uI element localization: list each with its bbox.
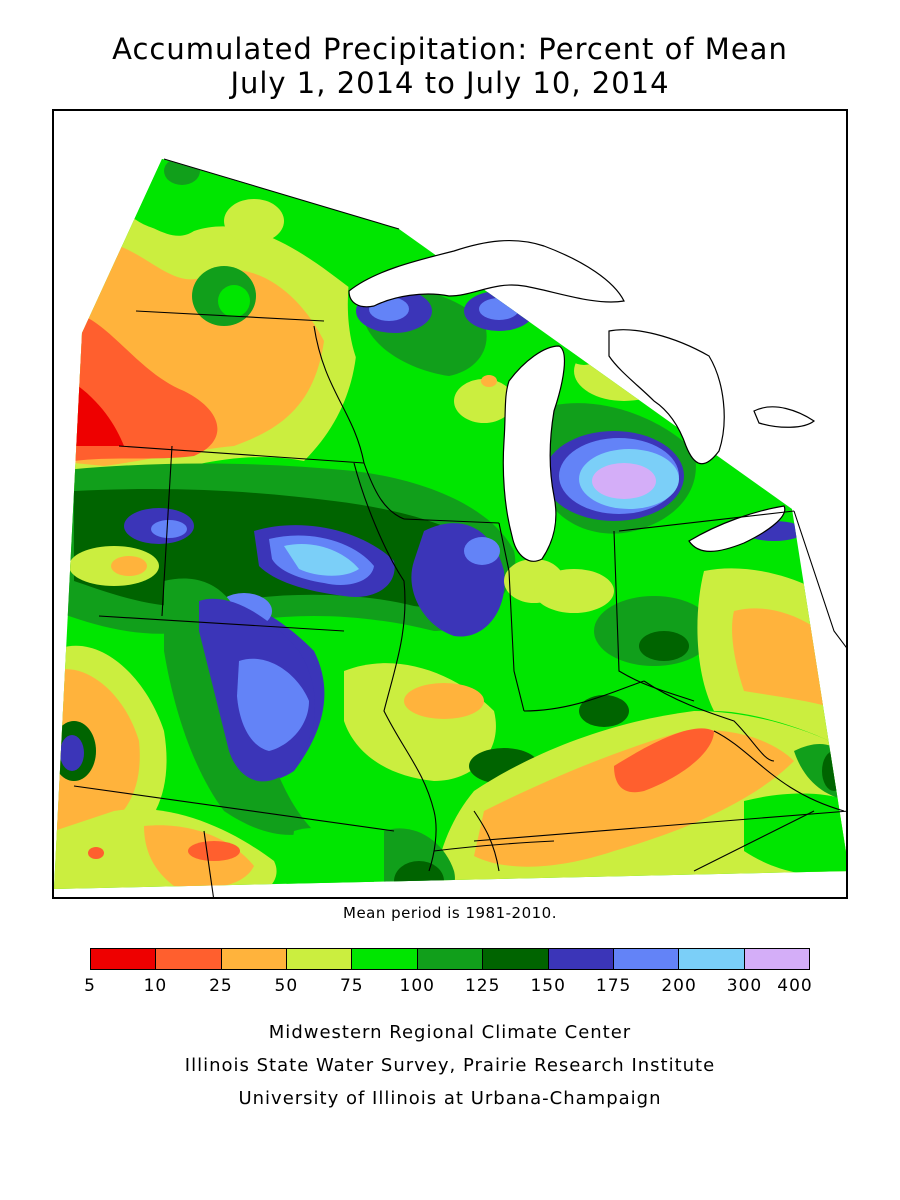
legend-swatch-5-10 xyxy=(91,949,157,969)
lake-huron xyxy=(608,329,725,465)
precipitation-field xyxy=(54,159,846,889)
map-graphic xyxy=(54,158,846,897)
credit-isws: Illinois State Water Survey, Prairie Res… xyxy=(184,1055,716,1076)
legend-tick: 125 xyxy=(464,976,501,996)
legend-swatch-75-100 xyxy=(352,949,418,969)
legend-swatch-300-400 xyxy=(744,949,809,969)
legend-tick: 150 xyxy=(530,976,566,996)
credit-mrcc: Midwestern Regional Climate Center xyxy=(268,1022,632,1043)
lake-ontario xyxy=(753,406,816,428)
precipitation-map xyxy=(52,109,848,899)
lake-erie xyxy=(688,505,786,552)
credit-uiuc: University of Illinois at Urbana-Champai… xyxy=(238,1088,662,1109)
great-lakes xyxy=(348,239,816,562)
legend-swatch-10-25 xyxy=(156,949,222,969)
legend-swatch-200-300 xyxy=(679,949,745,969)
legend-tick: 10 xyxy=(143,976,168,996)
legend-tick: 200 xyxy=(661,976,697,996)
map-subtitle: July 1, 2014 to July 10, 2014 xyxy=(230,66,670,100)
lake-superior xyxy=(348,239,625,308)
legend-tick: 25 xyxy=(209,976,233,996)
legend-tick: 300 xyxy=(726,976,763,996)
legend-swatch-100-125 xyxy=(417,949,484,969)
mean-period-note: Mean period is 1981-2010. xyxy=(343,904,557,922)
lake-michigan xyxy=(502,345,565,562)
legend-ticks: 5 10 25 50 75 100 125 150 175 200 300 40… xyxy=(84,976,813,1000)
legend-tick: 50 xyxy=(274,976,299,996)
legend-swatch-50-75 xyxy=(287,949,353,969)
legend-swatch-175-200 xyxy=(613,949,680,969)
state-boundaries xyxy=(73,158,846,897)
legend-swatch-125-150 xyxy=(483,949,549,969)
legend-tick: 175 xyxy=(595,976,632,996)
map-title: Accumulated Precipitation: Percent of Me… xyxy=(112,32,788,66)
legend-swatch-150-175 xyxy=(548,949,614,969)
legend-swatch-25-50 xyxy=(221,949,288,969)
legend-tick: 75 xyxy=(339,976,364,996)
legend-tick: 5 xyxy=(84,976,96,996)
color-legend xyxy=(90,948,810,970)
legend-tick: 100 xyxy=(399,976,435,996)
legend-tick: 400 xyxy=(777,976,813,996)
